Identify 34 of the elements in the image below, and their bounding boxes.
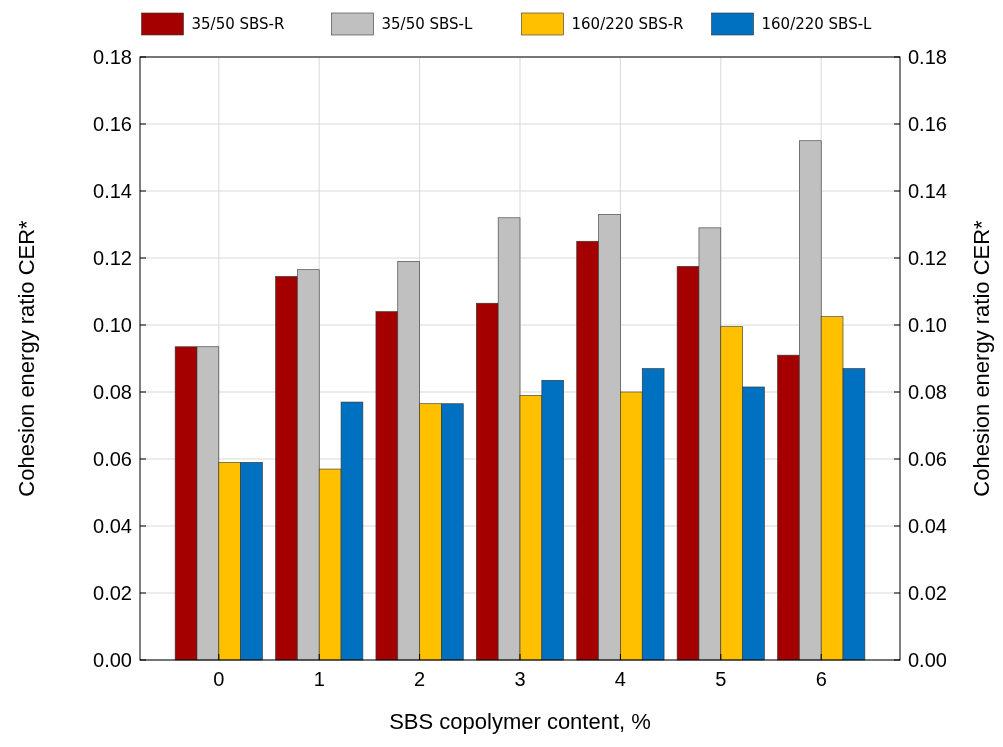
y2-tick-label: 0.06 <box>908 448 947 470</box>
x-tick-label: 4 <box>614 668 626 690</box>
y-tick-label: 0.06 <box>93 448 132 470</box>
x-tick-label: 1 <box>313 668 325 690</box>
y2-tick-label: 0.08 <box>908 381 947 403</box>
x-tick-label: 0 <box>213 668 225 690</box>
y2-tick-label: 0.12 <box>908 247 947 269</box>
legend-label: 35/50 SBS-R <box>191 15 285 34</box>
x-tick-label: 3 <box>514 668 526 690</box>
y2-tick-label: 0.14 <box>908 180 947 202</box>
y2-tick-label: 0.10 <box>908 314 947 336</box>
y-tick-label: 0.04 <box>93 515 132 537</box>
y-tick-label: 0.10 <box>93 314 132 336</box>
y-tick-label: 0.12 <box>93 247 132 269</box>
x-axis-title: SBS copolymer content, % <box>389 709 651 734</box>
y2-tick-label: 0.18 <box>908 46 947 68</box>
y-tick-label: 0.14 <box>93 180 132 202</box>
x-tick-label: 5 <box>715 668 727 690</box>
legend-label: 35/50 SBS-L <box>381 15 473 34</box>
y2-tick-label: 0.00 <box>908 649 947 671</box>
y2-tick-label: 0.16 <box>908 113 947 135</box>
y-tick-label: 0.16 <box>93 113 132 135</box>
legend-label: 160/220 SBS-L <box>761 15 873 34</box>
y-tick-label: 0.00 <box>93 649 132 671</box>
y-tick-label: 0.18 <box>93 46 132 68</box>
x-tick-label: 6 <box>815 668 827 690</box>
legend-label: 160/220 SBS-R <box>571 15 684 34</box>
y-axis-title: Cohesion energy ratio CER* <box>14 219 39 497</box>
y-tick-label: 0.08 <box>93 381 132 403</box>
x-tick-label: 2 <box>414 668 426 690</box>
y2-tick-label: 0.04 <box>908 515 947 537</box>
y-tick-label: 0.02 <box>93 582 132 604</box>
y2-axis-title: Cohesion energy ratio CER* <box>969 219 994 497</box>
y2-tick-label: 0.02 <box>908 582 947 604</box>
